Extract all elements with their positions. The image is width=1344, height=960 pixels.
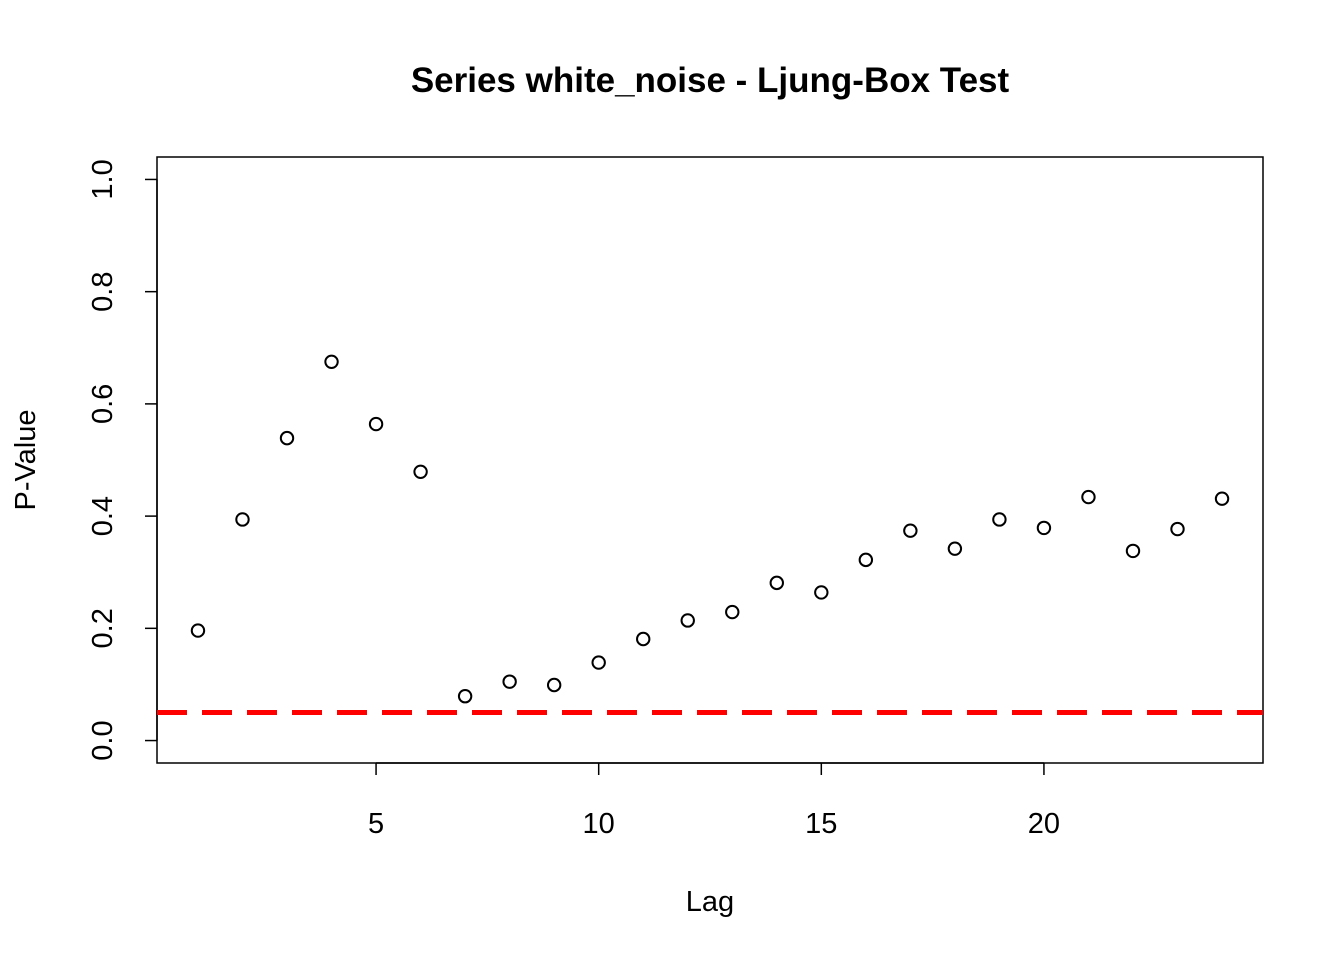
chart-title: Series white_noise - Ljung-Box Test	[411, 61, 1010, 100]
y-tick-label: 0.8	[87, 272, 119, 312]
data-point	[814, 585, 829, 600]
data-point	[457, 689, 473, 704]
data-point	[947, 541, 963, 556]
y-tick-label: 0.2	[87, 608, 119, 648]
data-point	[502, 674, 517, 689]
data-point	[903, 523, 918, 538]
data-point	[1081, 489, 1096, 505]
data-point	[1170, 521, 1185, 537]
data-point	[324, 354, 339, 370]
data-point	[1125, 543, 1141, 559]
data-point	[636, 631, 651, 647]
data-point	[725, 604, 740, 620]
y-axis: 0.0 0.2 0.4 0.6 0.8 1.0	[87, 159, 158, 761]
data-point	[1214, 491, 1230, 506]
data-point	[1036, 520, 1052, 536]
x-tick-label: 5	[368, 808, 384, 840]
data-point	[992, 512, 1007, 527]
data-point	[235, 512, 250, 527]
data-point	[413, 464, 428, 479]
data-point	[769, 575, 784, 591]
y-tick-label: 1.0	[87, 159, 119, 199]
y-axis-label: P-Value	[10, 409, 42, 510]
x-axis-label: Lag	[686, 886, 734, 918]
data-point	[279, 430, 295, 446]
x-tick-label: 20	[1028, 808, 1060, 840]
data-point	[190, 623, 206, 638]
y-tick-label: 0.6	[87, 384, 119, 424]
data-points	[190, 354, 1230, 704]
data-point	[680, 613, 695, 628]
data-point	[591, 655, 606, 670]
plot-frame	[156, 156, 1264, 764]
x-axis: 5 10 15 20	[368, 762, 1060, 840]
x-tick-label: 10	[583, 808, 615, 840]
x-tick-label: 15	[805, 808, 837, 840]
y-tick-label: 0.0	[87, 720, 119, 760]
data-point	[546, 677, 562, 693]
data-point	[858, 552, 874, 568]
data-point	[368, 416, 384, 432]
y-tick-label: 0.4	[87, 496, 119, 536]
